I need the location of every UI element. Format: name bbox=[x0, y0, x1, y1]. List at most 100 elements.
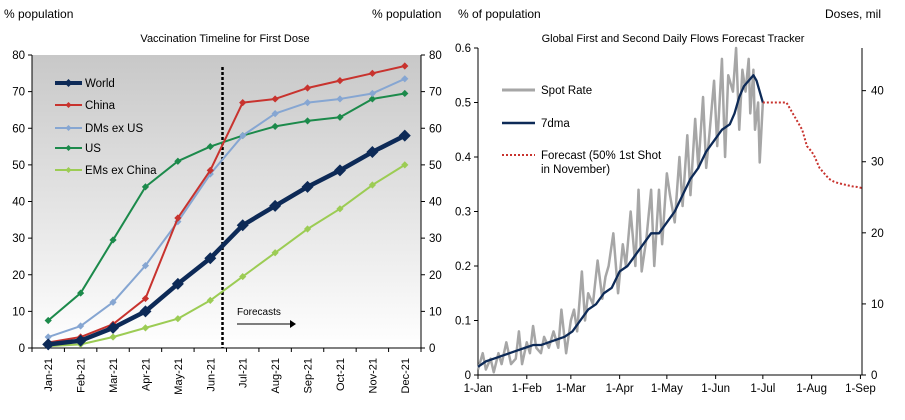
series-line-china bbox=[48, 65, 406, 344]
left-ytick-label-right: 70 bbox=[429, 87, 442, 99]
legend-forecast-label-1: Forecast (50% 1st Shot bbox=[541, 150, 662, 162]
legend-ems-label: EMs ex China bbox=[85, 165, 157, 177]
right-chart: % of population Doses, mil Global First … bbox=[455, 7, 884, 395]
left-plot-area bbox=[32, 55, 421, 348]
left-xtick-label: Jun-21 bbox=[205, 358, 217, 392]
legend-dms-label: DMs ex US bbox=[85, 123, 143, 135]
marker-world bbox=[42, 338, 55, 351]
marker-us bbox=[368, 95, 376, 103]
left-xtick-label: Oct-21 bbox=[335, 358, 347, 391]
marker-dms-ex-us bbox=[368, 89, 376, 98]
right-xtick-label: 1-Aug bbox=[796, 383, 827, 395]
marker-us bbox=[109, 236, 117, 244]
marker-ems-ex-china bbox=[206, 296, 214, 304]
marker-china bbox=[368, 69, 376, 77]
marker-world bbox=[107, 321, 120, 334]
series-china bbox=[44, 62, 409, 347]
marker-ems-ex-china bbox=[303, 225, 312, 233]
marker-world bbox=[74, 334, 87, 347]
series-ems-ex-china bbox=[44, 161, 409, 350]
legend-dms-marker bbox=[65, 125, 72, 131]
marker-us bbox=[77, 289, 85, 297]
left-chart: % population % population Vaccination Ti… bbox=[4, 7, 442, 395]
marker-ems-ex-china bbox=[271, 249, 279, 257]
series-line-ems-ex-china bbox=[48, 164, 406, 348]
right-chart-title: Global First and Second Daily Flows Fore… bbox=[542, 33, 805, 45]
legend-china-marker bbox=[65, 102, 72, 108]
left-legend: World China DMs ex US US EMs ex China bbox=[55, 78, 157, 177]
left-ytick-label-right: 0 bbox=[429, 343, 435, 355]
left-ytick-label: 0 bbox=[19, 343, 25, 355]
left-chart-title: Vaccination Timeline for First Dose bbox=[140, 33, 309, 45]
right-xtick-label: 1-Apr bbox=[606, 383, 634, 395]
marker-us bbox=[336, 113, 344, 121]
forecasts-annotation: Forecasts bbox=[237, 307, 281, 318]
left-xtick-label: Dec-21 bbox=[400, 358, 412, 393]
series-dms-ex-us bbox=[44, 75, 409, 341]
left-xtick-label: Feb-21 bbox=[76, 358, 88, 393]
right-xtick-label: 1-Jun bbox=[701, 383, 730, 395]
right-xtick-label: 1-Jul bbox=[750, 383, 775, 395]
right-ytick-label-right: 30 bbox=[871, 157, 884, 169]
marker-dms-ex-us bbox=[141, 261, 150, 270]
marker-world bbox=[366, 146, 379, 159]
right-ytick-label-right: 20 bbox=[871, 228, 884, 240]
right-legend: Spot Rate 7dma Forecast (50% 1st Shot in… bbox=[502, 85, 662, 176]
left-series bbox=[42, 62, 411, 351]
legend-spot-label: Spot Rate bbox=[541, 85, 592, 97]
left-ylabel-right: % population bbox=[372, 7, 441, 21]
left-ytick-label: 10 bbox=[12, 306, 25, 318]
marker-china bbox=[239, 99, 247, 107]
left-ytick-label-right: 80 bbox=[429, 50, 442, 62]
legend-china-label: China bbox=[85, 100, 116, 112]
right-xtick-label: 1-Mar bbox=[556, 383, 586, 395]
marker-dms-ex-us bbox=[271, 110, 279, 118]
left-ytick-label-right: 40 bbox=[429, 197, 442, 209]
right-y-ticks-right: 0 10 20 30 40 bbox=[862, 86, 884, 382]
marker-china bbox=[336, 77, 344, 85]
left-xtick-label: Aug-21 bbox=[270, 358, 282, 393]
marker-china bbox=[206, 166, 214, 174]
left-ytick-label-right: 50 bbox=[429, 160, 442, 172]
left-xtick-label: Jan-21 bbox=[43, 358, 55, 392]
marker-dms-ex-us bbox=[336, 95, 344, 103]
marker-world bbox=[269, 199, 282, 212]
left-xtick-label: Nov-21 bbox=[367, 358, 379, 393]
right-xtick-label: 1-Feb bbox=[512, 383, 542, 395]
forecasts-arrow-head bbox=[290, 320, 296, 328]
marker-world bbox=[333, 164, 346, 177]
left-y-ticks: 0 0 10 10 20 20 30 30 40 40 50 50 60 60 70 70 80 80 bbox=[12, 50, 442, 355]
right-ytick-label-left: 0.4 bbox=[455, 152, 472, 164]
left-ytick-label-right: 30 bbox=[429, 233, 442, 245]
marker-us bbox=[44, 316, 52, 325]
marker-world bbox=[139, 305, 152, 318]
right-ylabel-left: % of population bbox=[458, 7, 541, 21]
marker-dms-ex-us bbox=[109, 298, 117, 306]
series-line-7dma bbox=[477, 74, 764, 368]
right-xtick-label: 1-Jan bbox=[464, 383, 493, 395]
left-ytick-label-right: 60 bbox=[429, 123, 442, 135]
right-xtick-label: 1-Sep bbox=[845, 383, 876, 395]
right-ytick-label-left: 0 bbox=[465, 370, 471, 382]
series-line-us bbox=[47, 92, 405, 322]
left-ytick-label: 50 bbox=[12, 160, 25, 172]
series-line-world bbox=[47, 133, 406, 347]
legend-us-label: US bbox=[85, 143, 101, 155]
left-ytick-label-right: 10 bbox=[429, 306, 442, 318]
right-y-ticks-left: 0 0.1 0.2 0.3 0.4 0.5 0.6 bbox=[455, 43, 478, 382]
right-ytick-label-left: 0.2 bbox=[455, 261, 471, 273]
series-world bbox=[42, 129, 411, 351]
marker-us bbox=[271, 122, 279, 131]
marker-world bbox=[236, 219, 249, 232]
marker-world bbox=[204, 252, 217, 265]
legend-world-label: World bbox=[85, 78, 115, 90]
marker-us bbox=[401, 89, 409, 98]
marker-world bbox=[171, 277, 184, 290]
right-ytick-label-right: 0 bbox=[871, 370, 877, 382]
left-ytick-label: 40 bbox=[12, 197, 25, 209]
right-ytick-label-left: 0.3 bbox=[455, 207, 471, 219]
right-ytick-label-right: 10 bbox=[871, 299, 884, 311]
series-line-dms-ex-us bbox=[47, 77, 406, 338]
marker-dms-ex-us bbox=[401, 75, 409, 83]
